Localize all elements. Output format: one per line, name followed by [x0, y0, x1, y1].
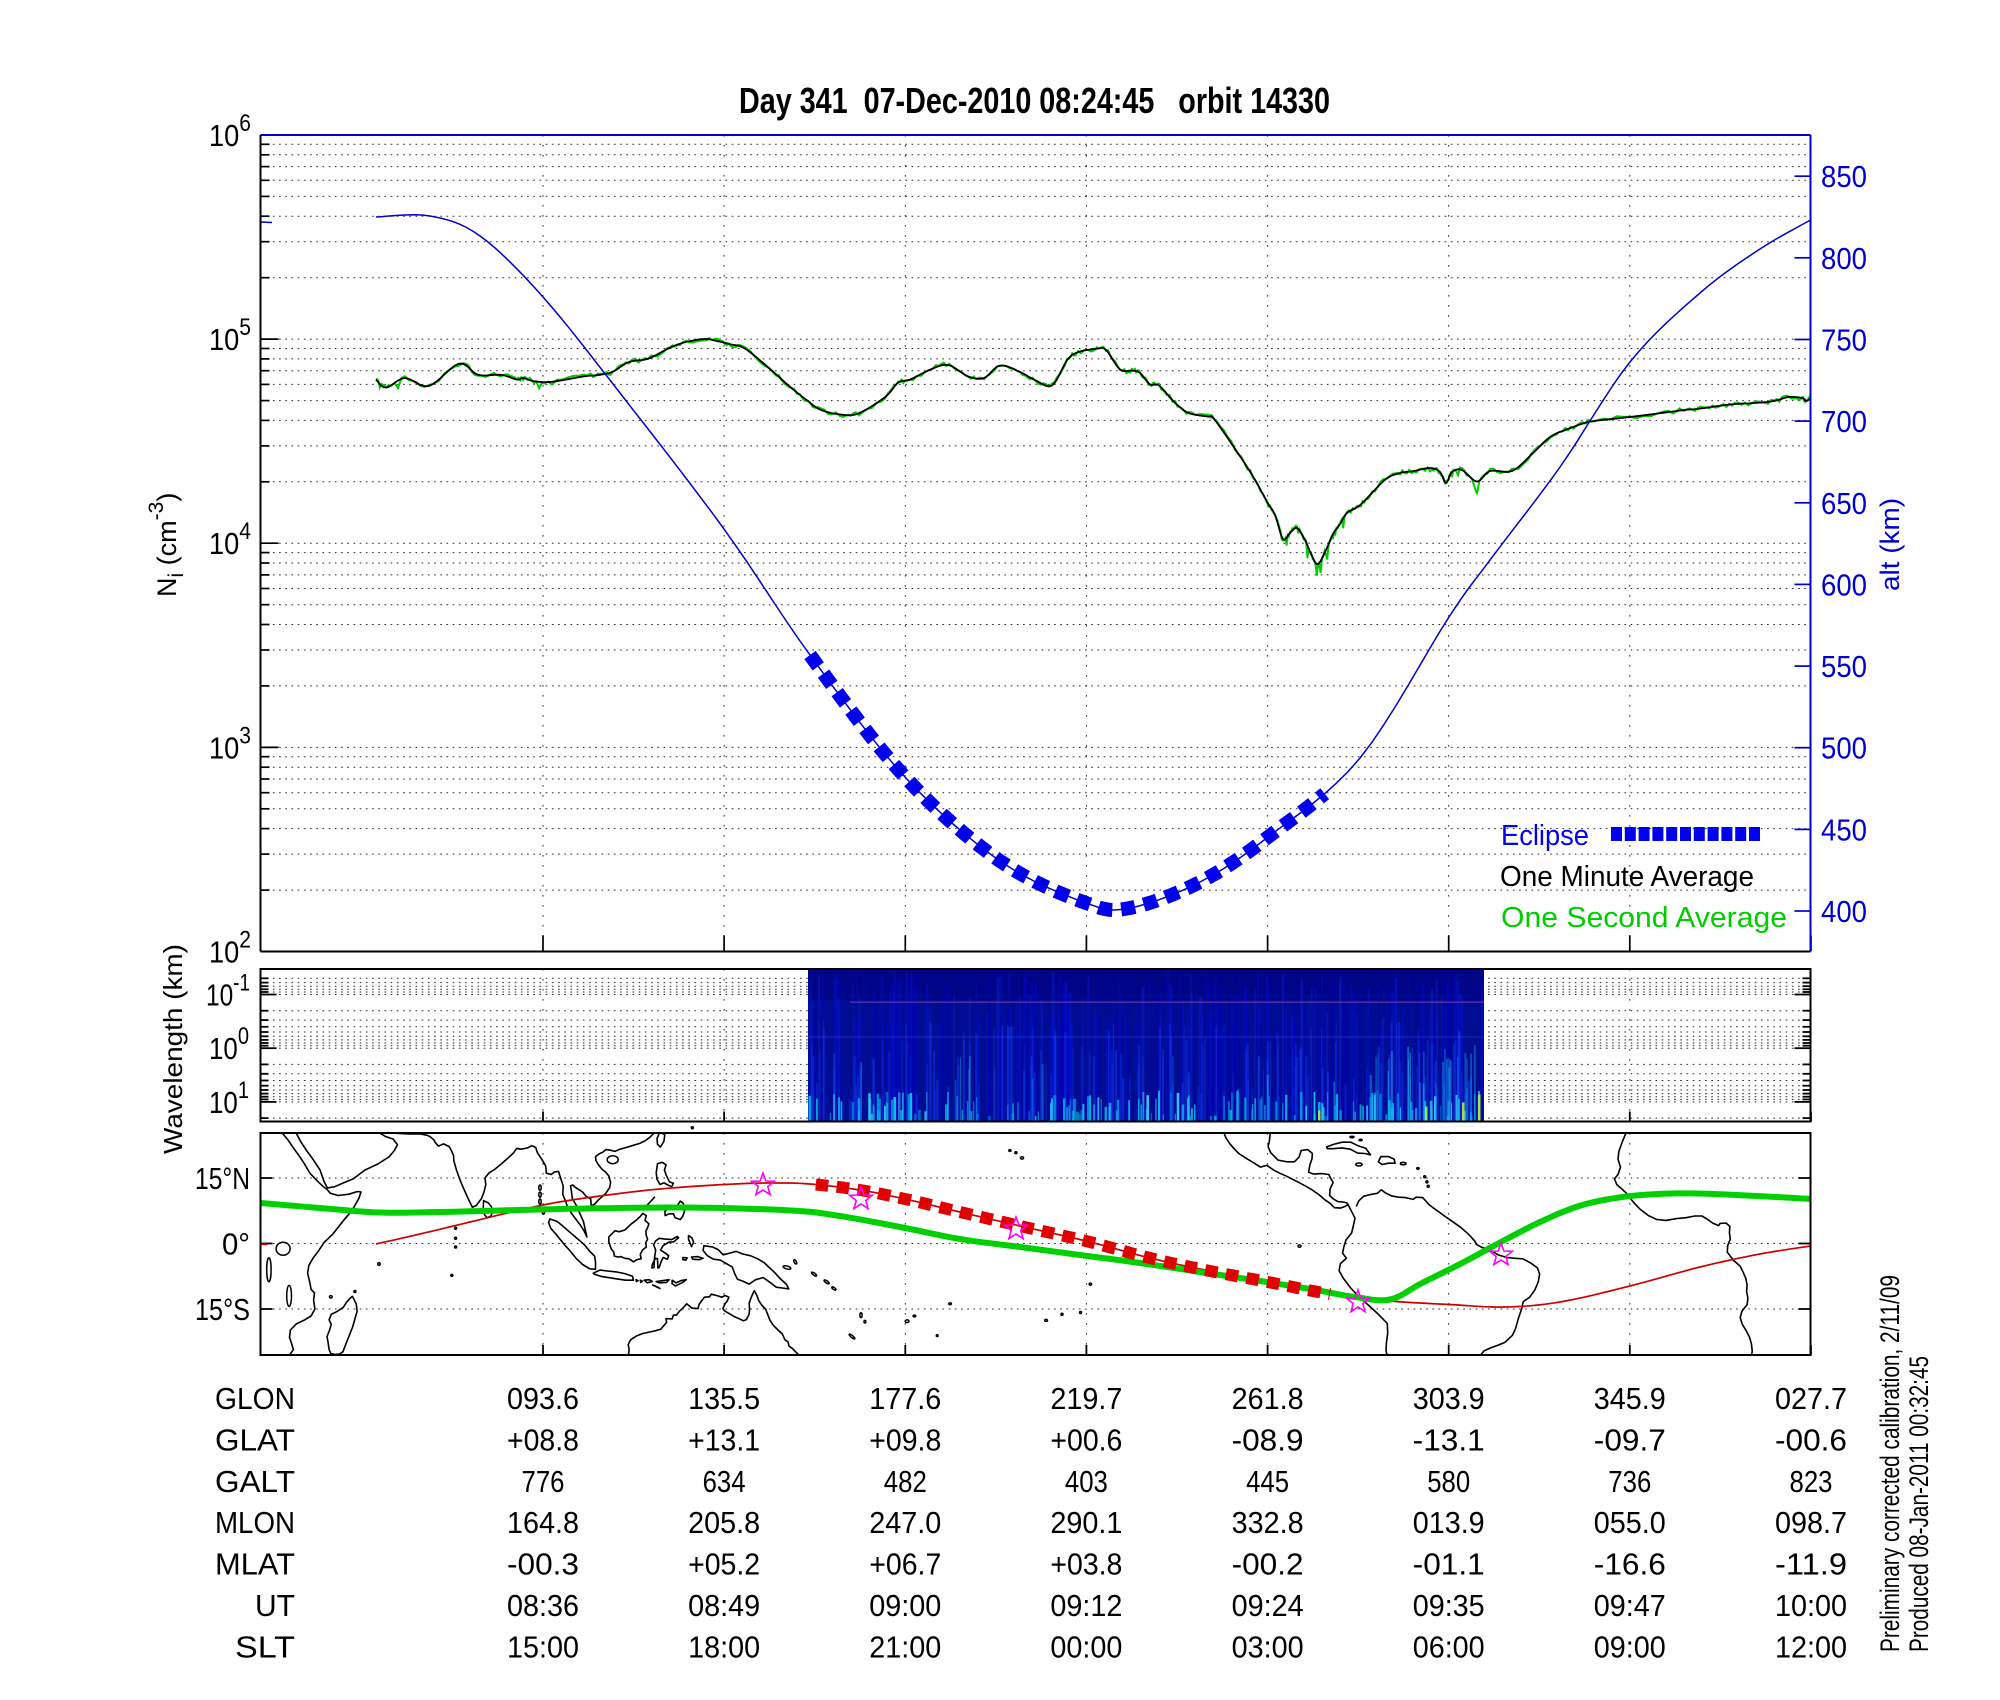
svg-text:450: 450	[1821, 812, 1867, 847]
svg-text:400: 400	[1821, 894, 1867, 929]
svg-text:18:00: 18:00	[688, 1629, 760, 1664]
svg-text:776: 776	[522, 1464, 565, 1499]
svg-text:-16.6: -16.6	[1594, 1547, 1666, 1582]
svg-text:-00.6: -00.6	[1775, 1422, 1847, 1457]
svg-text:027.7: 027.7	[1775, 1381, 1847, 1416]
svg-text:09:00: 09:00	[869, 1588, 941, 1623]
svg-text:+05.2: +05.2	[688, 1547, 760, 1582]
svg-text:+00.6: +00.6	[1050, 1422, 1122, 1457]
svg-text:332.8: 332.8	[1232, 1505, 1304, 1540]
svg-text:055.0: 055.0	[1594, 1505, 1666, 1540]
svg-text:0°: 0°	[222, 1227, 250, 1262]
svg-text:Wavelength (km): Wavelength (km)	[158, 944, 188, 1154]
svg-text:03:00: 03:00	[1232, 1629, 1304, 1664]
svg-text:098.7: 098.7	[1775, 1505, 1847, 1540]
svg-text:600: 600	[1821, 567, 1867, 602]
svg-text:MLAT: MLAT	[215, 1547, 295, 1582]
svg-text:-08.9: -08.9	[1232, 1422, 1304, 1457]
svg-text:403: 403	[1065, 1464, 1108, 1499]
svg-text:Produced 08-Jan-2011 00:32:45: Produced 08-Jan-2011 00:32:45	[1904, 1356, 1934, 1652]
svg-text:15°N: 15°N	[195, 1161, 250, 1196]
svg-text:650: 650	[1821, 486, 1867, 521]
svg-text:750: 750	[1821, 323, 1867, 358]
svg-text:09:12: 09:12	[1050, 1588, 1122, 1623]
svg-text:15°S: 15°S	[195, 1292, 250, 1327]
svg-text:-01.1: -01.1	[1413, 1547, 1485, 1582]
svg-text:500: 500	[1821, 731, 1867, 766]
svg-text:One Minute Average: One Minute Average	[1500, 861, 1754, 893]
svg-text:12:00: 12:00	[1775, 1629, 1847, 1664]
svg-text:GLON: GLON	[215, 1381, 295, 1416]
svg-text:alt (km): alt (km)	[1875, 498, 1905, 591]
svg-text:09:00: 09:00	[1594, 1629, 1666, 1664]
svg-text:164.8: 164.8	[507, 1505, 579, 1540]
svg-text:-13.1: -13.1	[1413, 1422, 1485, 1457]
svg-text:00:00: 00:00	[1050, 1629, 1122, 1664]
svg-text:093.6: 093.6	[507, 1381, 579, 1416]
svg-text:UT: UT	[255, 1588, 295, 1623]
svg-text:MLON: MLON	[215, 1505, 295, 1540]
svg-text:Eclipse: Eclipse	[1501, 820, 1589, 852]
svg-text:09:35: 09:35	[1413, 1588, 1485, 1623]
svg-text:736: 736	[1608, 1464, 1651, 1499]
svg-text:205.8: 205.8	[688, 1505, 760, 1540]
svg-text:-11.9: -11.9	[1775, 1547, 1847, 1582]
svg-text:+13.1: +13.1	[688, 1422, 760, 1457]
svg-text:08:36: 08:36	[507, 1588, 579, 1623]
svg-text:09:47: 09:47	[1594, 1588, 1666, 1623]
svg-text:261.8: 261.8	[1232, 1381, 1304, 1416]
svg-text:800: 800	[1821, 241, 1867, 276]
svg-text:GLAT: GLAT	[215, 1422, 295, 1457]
svg-text:290.1: 290.1	[1050, 1505, 1122, 1540]
svg-text:Preliminary corrected calibrat: Preliminary corrected calibration, 2/11/…	[1875, 1275, 1905, 1652]
svg-text:06:00: 06:00	[1413, 1629, 1485, 1664]
svg-text:-09.7: -09.7	[1594, 1422, 1666, 1457]
svg-text:303.9: 303.9	[1413, 1381, 1485, 1416]
svg-text:+09.8: +09.8	[869, 1422, 941, 1457]
svg-text:823: 823	[1790, 1464, 1833, 1499]
svg-text:700: 700	[1821, 404, 1867, 439]
svg-text:Ni (cm-3): Ni (cm-3)	[145, 493, 188, 597]
svg-text:+08.8: +08.8	[507, 1422, 579, 1457]
svg-text:445: 445	[1246, 1464, 1289, 1499]
svg-text:15:00: 15:00	[507, 1629, 579, 1664]
svg-text:08:49: 08:49	[688, 1588, 760, 1623]
svg-text:345.9: 345.9	[1594, 1381, 1666, 1416]
svg-text:482: 482	[884, 1464, 927, 1499]
svg-text:-00.3: -00.3	[507, 1547, 579, 1582]
svg-text:135.5: 135.5	[688, 1381, 760, 1416]
svg-text:-00.2: -00.2	[1232, 1547, 1304, 1582]
svg-text:550: 550	[1821, 649, 1867, 684]
svg-text:013.9: 013.9	[1413, 1505, 1485, 1540]
svg-text:+03.8: +03.8	[1050, 1547, 1122, 1582]
svg-text:SLT: SLT	[235, 1629, 295, 1664]
svg-text:850: 850	[1821, 159, 1867, 194]
svg-text:GALT: GALT	[215, 1464, 295, 1499]
svg-text:219.7: 219.7	[1050, 1381, 1122, 1416]
svg-text:634: 634	[703, 1464, 746, 1499]
svg-text:Day 341 07-Dec-2010 08:24:45: Day 341 07-Dec-2010 08:24:45 orbit 14330	[739, 80, 1330, 121]
svg-text:100: 100	[209, 1023, 249, 1066]
svg-text:10:00: 10:00	[1775, 1588, 1847, 1623]
svg-text:580: 580	[1427, 1464, 1470, 1499]
svg-text:+06.7: +06.7	[869, 1547, 941, 1582]
svg-text:177.6: 177.6	[869, 1381, 941, 1416]
svg-text:247.0: 247.0	[869, 1505, 941, 1540]
svg-text:One Second Average: One Second Average	[1501, 902, 1787, 934]
svg-text:21:00: 21:00	[869, 1629, 941, 1664]
svg-text:09:24: 09:24	[1232, 1588, 1304, 1623]
